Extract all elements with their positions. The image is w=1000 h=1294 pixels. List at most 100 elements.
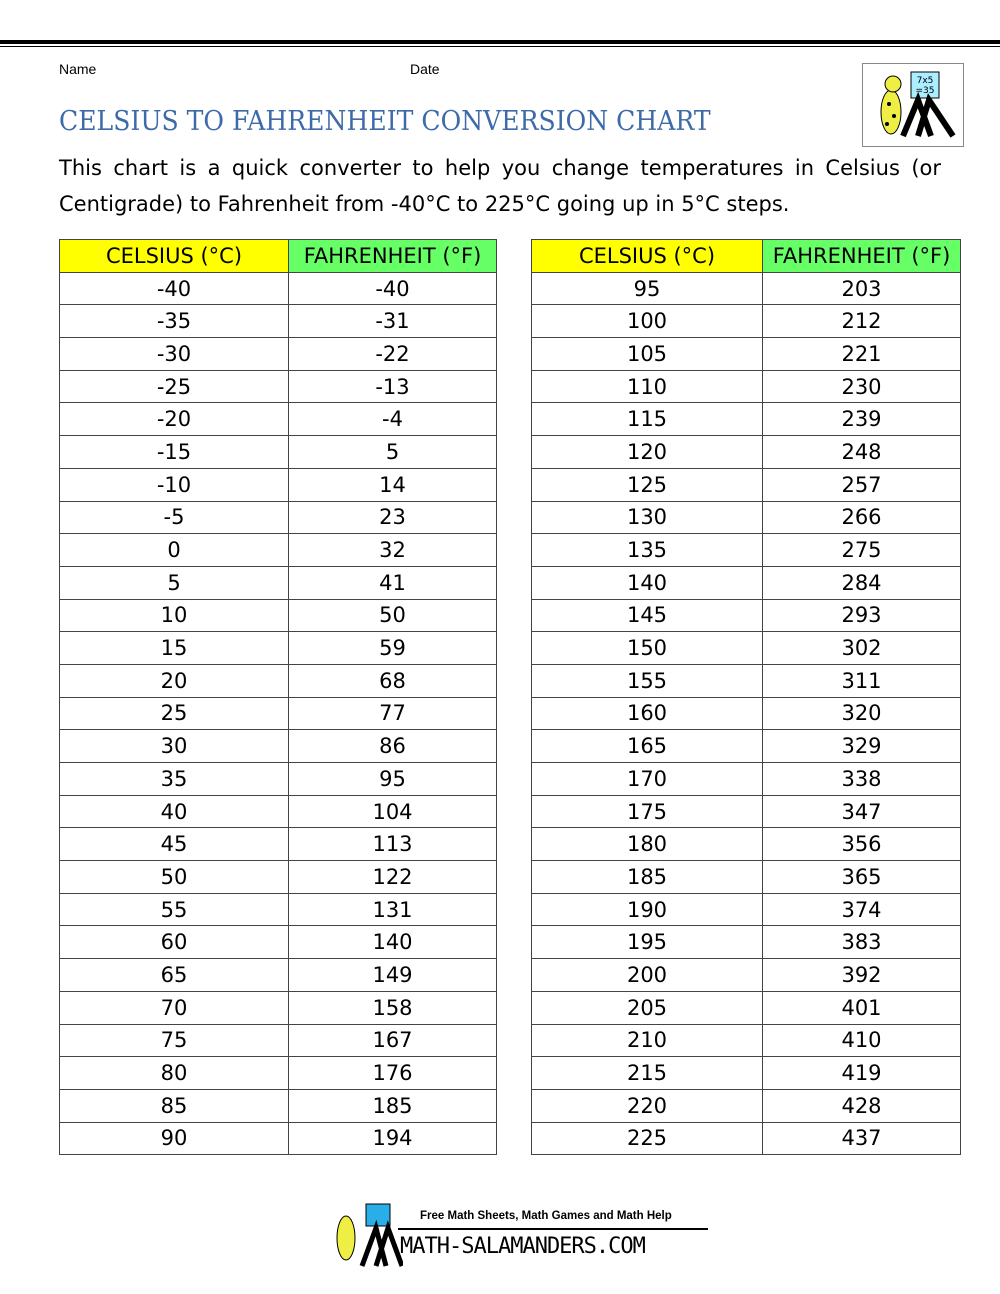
celsius-cell: 55 (59, 892, 289, 927)
table-row: 80 176 (59, 1056, 497, 1090)
fahrenheit-cell: 41 (288, 565, 497, 600)
celsius-header: CELSIUS (°C) (59, 239, 289, 273)
table-row: 130 266 (531, 500, 961, 535)
fahrenheit-header: FAHRENHEIT (°F) (762, 239, 961, 273)
fahrenheit-header: FAHRENHEIT (°F) (288, 239, 497, 273)
celsius-cell: -10 (59, 467, 289, 502)
fahrenheit-cell: 302 (762, 631, 961, 665)
page-title: CELSIUS TO FAHRENHEIT CONVERSION CHART (59, 106, 711, 137)
fahrenheit-cell: 329 (762, 729, 961, 763)
fahrenheit-cell: 221 (762, 337, 961, 371)
table-row: 220 428 (531, 1088, 961, 1123)
celsius-cell: -5 (59, 500, 289, 535)
table-row: 195 383 (531, 925, 961, 960)
fahrenheit-cell: 293 (762, 598, 961, 633)
table-row: 5 41 (59, 565, 497, 600)
celsius-cell: -25 (59, 369, 289, 404)
celsius-cell: 145 (531, 598, 763, 633)
celsius-cell: 195 (531, 925, 763, 960)
table-row: 145 293 (531, 598, 961, 633)
fahrenheit-cell: 338 (762, 762, 961, 796)
table-row: 15 59 (59, 631, 497, 665)
fahrenheit-cell: 59 (288, 631, 497, 665)
salamander-logo: 7x5 =35 (862, 63, 964, 147)
table-row: 45 113 (59, 827, 497, 862)
celsius-cell: 200 (531, 958, 763, 992)
fahrenheit-cell: 383 (762, 925, 961, 960)
fahrenheit-cell: 230 (762, 369, 961, 404)
celsius-cell: 135 (531, 533, 763, 567)
fahrenheit-cell: 23 (288, 500, 497, 535)
fahrenheit-cell: 356 (762, 827, 961, 862)
conversion-table-right: CELSIUS (°C) FAHRENHEIT (°F) 95 203 100 212… (531, 239, 961, 1156)
table-row: 110 230 (531, 369, 961, 404)
celsius-cell: 105 (531, 337, 763, 371)
fahrenheit-cell: 113 (288, 827, 497, 862)
fahrenheit-cell: -31 (288, 304, 497, 339)
fahrenheit-cell: 68 (288, 663, 497, 698)
table-row: 170 338 (531, 762, 961, 796)
fahrenheit-cell: 185 (288, 1088, 497, 1123)
table-row: 200 392 (531, 958, 961, 992)
table-row: 105 221 (531, 337, 961, 371)
fahrenheit-cell: -40 (288, 271, 497, 306)
table-row: 25 77 (59, 696, 497, 731)
fahrenheit-cell: 374 (762, 892, 961, 927)
fahrenheit-cell: 167 (288, 1023, 497, 1058)
fahrenheit-cell: 158 (288, 990, 497, 1025)
table-row: 125 257 (531, 467, 961, 502)
top-rule-thin (0, 46, 1000, 47)
celsius-cell: 150 (531, 631, 763, 665)
celsius-cell: 65 (59, 958, 289, 992)
celsius-cell: 25 (59, 696, 289, 731)
table-row: 95 203 (531, 271, 961, 306)
fahrenheit-cell: 50 (288, 598, 497, 633)
fahrenheit-cell: 365 (762, 860, 961, 894)
celsius-header: CELSIUS (°C) (531, 239, 763, 273)
table-row: 180 356 (531, 827, 961, 862)
celsius-cell: -30 (59, 337, 289, 371)
fahrenheit-cell: 257 (762, 467, 961, 502)
fahrenheit-cell: 176 (288, 1056, 497, 1090)
fahrenheit-cell: -22 (288, 337, 497, 371)
table-row: 215 419 (531, 1056, 961, 1090)
fahrenheit-cell: 86 (288, 729, 497, 763)
table-row: -20 -4 (59, 402, 497, 437)
fahrenheit-cell: 194 (288, 1121, 497, 1156)
fahrenheit-cell: 311 (762, 663, 961, 698)
fahrenheit-cell: 266 (762, 500, 961, 535)
table-row: 35 95 (59, 762, 497, 796)
table-row: -5 23 (59, 500, 497, 535)
table-row: 60 140 (59, 925, 497, 960)
table-row: 75 167 (59, 1023, 497, 1058)
celsius-cell: -40 (59, 271, 289, 306)
table-row: 70 158 (59, 990, 497, 1025)
fahrenheit-cell: 248 (762, 435, 961, 469)
celsius-cell: 170 (531, 762, 763, 796)
celsius-cell: 220 (531, 1088, 763, 1123)
celsius-cell: 50 (59, 860, 289, 894)
fahrenheit-cell: 284 (762, 565, 961, 600)
table-row: 55 131 (59, 892, 497, 927)
svg-text:=35: =35 (916, 86, 935, 96)
fahrenheit-cell: 275 (762, 533, 961, 567)
celsius-cell: 5 (59, 565, 289, 600)
fahrenheit-cell: 347 (762, 794, 961, 829)
celsius-cell: 120 (531, 435, 763, 469)
celsius-cell: 185 (531, 860, 763, 894)
fahrenheit-cell: 212 (762, 304, 961, 339)
celsius-cell: 215 (531, 1056, 763, 1090)
celsius-cell: 60 (59, 925, 289, 960)
table-row: 90 194 (59, 1121, 497, 1156)
celsius-cell: 80 (59, 1056, 289, 1090)
table-row: -25 -13 (59, 369, 497, 404)
fahrenheit-cell: 77 (288, 696, 497, 731)
celsius-cell: 175 (531, 794, 763, 829)
table-row: 165 329 (531, 729, 961, 763)
celsius-cell: 115 (531, 402, 763, 437)
table-row: 190 374 (531, 892, 961, 927)
table-row: 135 275 (531, 533, 961, 567)
celsius-cell: 75 (59, 1023, 289, 1058)
table-row: 140 284 (531, 565, 961, 600)
